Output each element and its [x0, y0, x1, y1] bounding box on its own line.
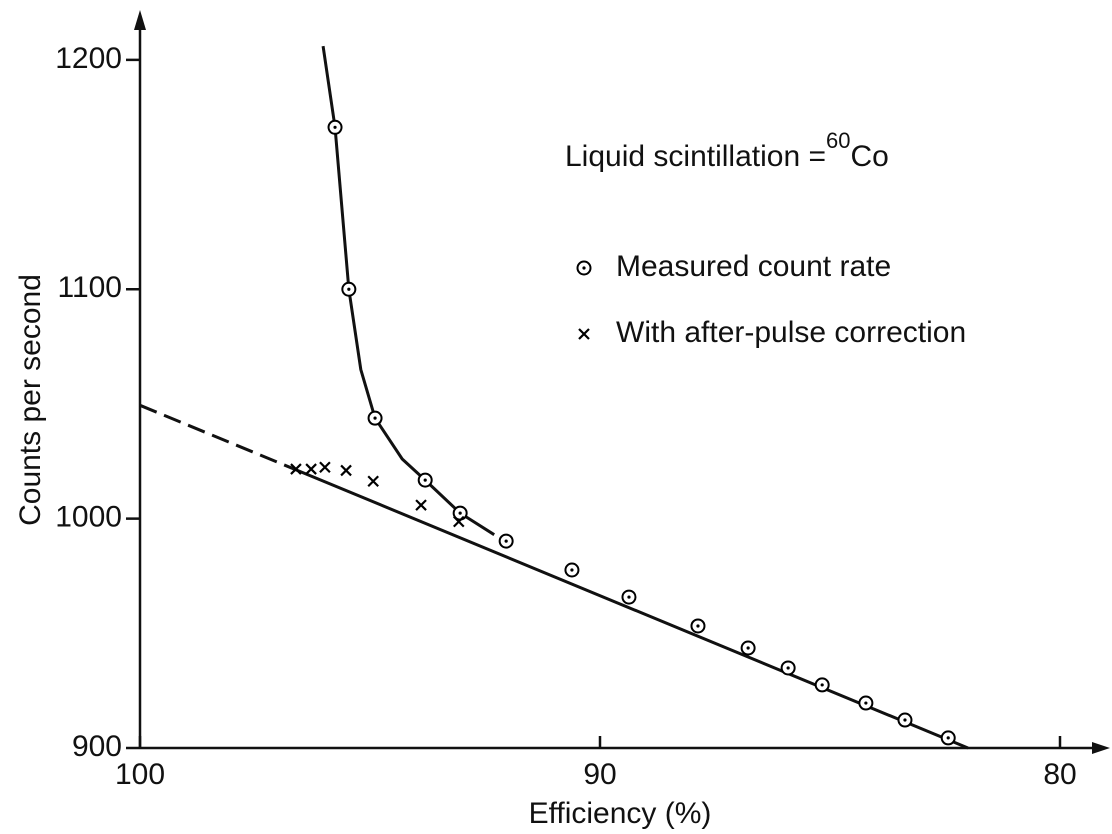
marker-dot	[423, 478, 427, 482]
y-axis-label: Counts per second	[14, 274, 47, 526]
marker-dot	[696, 624, 700, 628]
marker-dot	[347, 287, 351, 291]
marker-cross	[305, 463, 317, 475]
y-tick-label: 1100	[57, 271, 122, 304]
y-tick-label: 900	[72, 730, 122, 763]
marker-circle	[858, 695, 874, 711]
legend-marker	[578, 328, 590, 340]
marker-cross	[340, 464, 352, 477]
marker-circle	[564, 562, 580, 578]
marker-circle	[341, 281, 357, 297]
x-axis-label: Efficiency (%)	[529, 797, 712, 830]
marker-circle	[621, 589, 637, 605]
x-tick-label: 80	[1043, 758, 1076, 791]
marker-circle	[780, 660, 796, 676]
marker-dot	[373, 416, 377, 420]
annotation: Liquid scintillation =60Co	[565, 128, 889, 173]
marker-circle	[814, 677, 830, 693]
marker-circle	[367, 410, 383, 426]
x-axis-arrow	[1092, 742, 1110, 754]
marker-dot	[627, 595, 631, 599]
marker-dot	[504, 539, 508, 543]
marker-circle	[940, 730, 956, 746]
annotation-element: Co	[850, 140, 888, 173]
annotation-text: Liquid scintillation =	[565, 140, 826, 173]
marker-dot	[582, 266, 586, 270]
marker-circle	[327, 119, 343, 135]
marker-dot	[820, 683, 824, 687]
marker-circle	[897, 712, 913, 728]
x-tick-label: 90	[583, 758, 616, 791]
marker-cross	[453, 515, 465, 528]
marker-dot	[946, 736, 950, 740]
marker-cross	[415, 499, 427, 511]
marker-dot	[786, 666, 790, 670]
marker-circle	[690, 618, 706, 634]
marker-dot	[864, 701, 868, 705]
marker-cross	[319, 461, 331, 474]
y-tick-label: 1200	[55, 42, 122, 75]
marker-dot	[333, 125, 337, 129]
y-axis-arrow	[134, 10, 146, 30]
marker-cross	[290, 463, 302, 475]
marker-dot	[903, 718, 907, 722]
legend-marker	[576, 260, 592, 276]
marker-dot	[570, 568, 574, 572]
marker-circle	[498, 533, 514, 549]
fit-line	[139, 403, 297, 472]
annotation-sup: 60	[826, 128, 850, 153]
fit-line	[295, 468, 969, 750]
marker-cross	[367, 475, 379, 488]
marker-dot	[746, 646, 750, 650]
x-tick-label: 100	[115, 758, 165, 791]
marker-circle	[417, 472, 433, 488]
marker-circle	[740, 640, 756, 656]
legend-label: With after-pulse correction	[616, 316, 966, 349]
marker-dot	[458, 511, 462, 515]
y-tick-label: 1000	[55, 501, 122, 534]
legend-label: Measured count rate	[616, 250, 891, 283]
